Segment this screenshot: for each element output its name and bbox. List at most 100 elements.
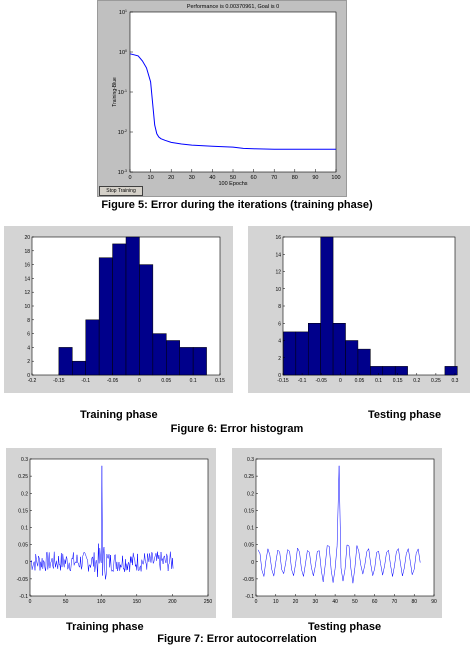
x-tick-label: 90 [431, 599, 437, 605]
plot-area [29, 458, 209, 597]
histogram-bar [58, 347, 73, 376]
autocorrelation-curve [257, 465, 421, 584]
x-tick-label: -0.2 [28, 378, 37, 384]
y-tick-label: 0.05 [18, 543, 28, 549]
figure6-testing-label: Testing phase [368, 409, 442, 421]
x-tick-label: 10 [148, 175, 154, 181]
histogram-bar [139, 264, 154, 376]
y-tick-label: 18 [24, 249, 30, 255]
testing-histogram-plot: -0.15 -0.1 -0.05 0 0.05 0.1 0.15 0.2 0.25 0.3 0 2 4 6… [275, 235, 459, 384]
chart-title: Performance is 0.00370961, Goal is 0 [187, 4, 279, 10]
x-tick-label: 250 [204, 599, 213, 605]
x-tick-label: 0.25 [431, 378, 441, 384]
y-tick-label: 100 [119, 49, 127, 56]
figure6-training-label: Training phase [80, 409, 158, 421]
y-tick-label: 6 [278, 321, 281, 327]
y-tick-label: 0.15 [244, 508, 254, 514]
x-tick-label: 60 [372, 599, 378, 605]
y-tick-label: 16 [275, 235, 281, 241]
y-tick-label: 12 [275, 270, 281, 276]
x-tick-label: 30 [313, 599, 319, 605]
x-tick-label: 80 [411, 599, 417, 605]
x-axis-label: 100 Epochs [218, 181, 247, 187]
y-tick-label: 16 [24, 263, 30, 269]
x-tick-label: 90 [312, 175, 318, 181]
y-tick-label: 0 [27, 373, 30, 379]
y-tick-label: 10 [275, 287, 281, 293]
y-tick-label: 0 [251, 560, 254, 566]
y-tick-label: -0.05 [243, 577, 255, 583]
x-tick-label: 0 [128, 175, 131, 181]
stop-training-button[interactable]: Stop Training [99, 186, 143, 196]
x-tick-label: 20 [168, 175, 174, 181]
histogram-bar [283, 331, 297, 376]
y-tick-label: 0.2 [247, 491, 254, 497]
x-tick-label: 30 [189, 175, 195, 181]
histogram-bar [112, 243, 127, 376]
x-tick-label: -0.05 [316, 378, 328, 384]
y-tick-label: 0.1 [247, 526, 254, 532]
figure7-training-label: Training phase [66, 621, 144, 633]
x-tick-label: 20 [293, 599, 299, 605]
x-tick-label: 0.05 [161, 378, 171, 384]
x-tick-label: 0 [255, 599, 258, 605]
histogram-bar [192, 347, 207, 376]
x-tick-label: 0 [29, 599, 32, 605]
x-tick-label: 0.05 [355, 378, 365, 384]
x-tick-label: 0.15 [393, 378, 403, 384]
y-tick-label: 10-3 [118, 169, 127, 176]
y-tick-label: 0.3 [247, 457, 254, 463]
histogram-bar [295, 331, 309, 376]
x-tick-label: -0.05 [107, 378, 119, 384]
x-tick-label: 80 [292, 175, 298, 181]
histogram-bar [345, 340, 359, 376]
x-tick-label: 10 [273, 599, 279, 605]
histogram-bar [125, 236, 140, 376]
histogram-bar [166, 340, 180, 376]
x-tick-label: -0.15 [53, 378, 65, 384]
histogram-bar [332, 323, 346, 376]
x-tick-label: 0 [339, 378, 342, 384]
figure5-caption: Figure 5: Error during the iterations (t… [101, 199, 373, 211]
y-tick-label: 10-1 [118, 89, 127, 96]
x-tick-label: 40 [332, 599, 338, 605]
x-tick-label: 150 [133, 599, 142, 605]
histogram-bar [382, 366, 396, 376]
x-tick-label: 200 [168, 599, 177, 605]
y-tick-label: 0 [25, 560, 28, 566]
y-tick-label: 101 [119, 9, 127, 16]
y-axis-label: Training-Blue [112, 77, 118, 107]
x-tick-label: 70 [392, 599, 398, 605]
x-tick-label: 70 [271, 175, 277, 181]
histogram-bar [179, 347, 194, 376]
y-tick-label: 0.2 [21, 491, 28, 497]
figure7-testing-label: Testing phase [308, 621, 382, 633]
x-tick-label: -0.1 [298, 378, 307, 384]
x-tick-label: 0.1 [375, 378, 382, 384]
x-tick-label: 50 [230, 175, 236, 181]
x-tick-label: 0 [138, 378, 141, 384]
y-tick-label: -0.05 [17, 577, 29, 583]
histogram-bar [85, 319, 100, 376]
x-tick-label: 0.2 [413, 378, 420, 384]
x-tick-label: 50 [352, 599, 358, 605]
x-tick-label: -0.1 [81, 378, 90, 384]
figure5-plot: Performance is 0.00370961, Goal is 0 0 10 2… [112, 4, 341, 187]
y-tick-label: 0.25 [244, 474, 254, 480]
y-tick-label: -0.1 [19, 594, 28, 600]
autocorrelation-curve [30, 465, 174, 580]
histogram-bar [394, 366, 408, 376]
x-tick-label: 0.3 [452, 378, 459, 384]
y-tick-label: 0.25 [18, 474, 28, 480]
y-tick-label: 2 [278, 356, 281, 362]
y-tick-label: 14 [24, 276, 30, 282]
y-tick-label: 0.3 [21, 457, 28, 463]
x-tick-label: 100 [97, 599, 106, 605]
histogram-bar [357, 348, 371, 376]
y-tick-label: 8 [278, 304, 281, 310]
y-tick-label: 2 [27, 359, 30, 365]
x-tick-label: -0.15 [277, 378, 289, 384]
y-tick-label: 14 [275, 252, 281, 258]
histogram-bar [152, 333, 167, 376]
histogram-bar [72, 360, 86, 376]
